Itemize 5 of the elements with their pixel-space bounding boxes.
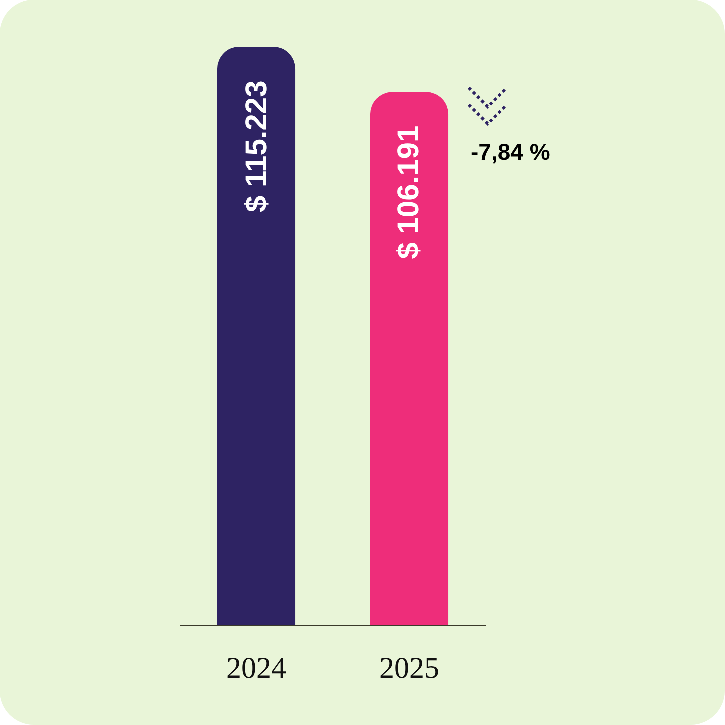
data-label: $ 106.191 [392, 126, 426, 260]
annotation: -7,84 % [471, 139, 550, 165]
x-tick-label: 2024 [226, 652, 286, 685]
x-tick-label: 2025 [380, 652, 440, 685]
data-label: $ 115.223 [240, 80, 274, 212]
